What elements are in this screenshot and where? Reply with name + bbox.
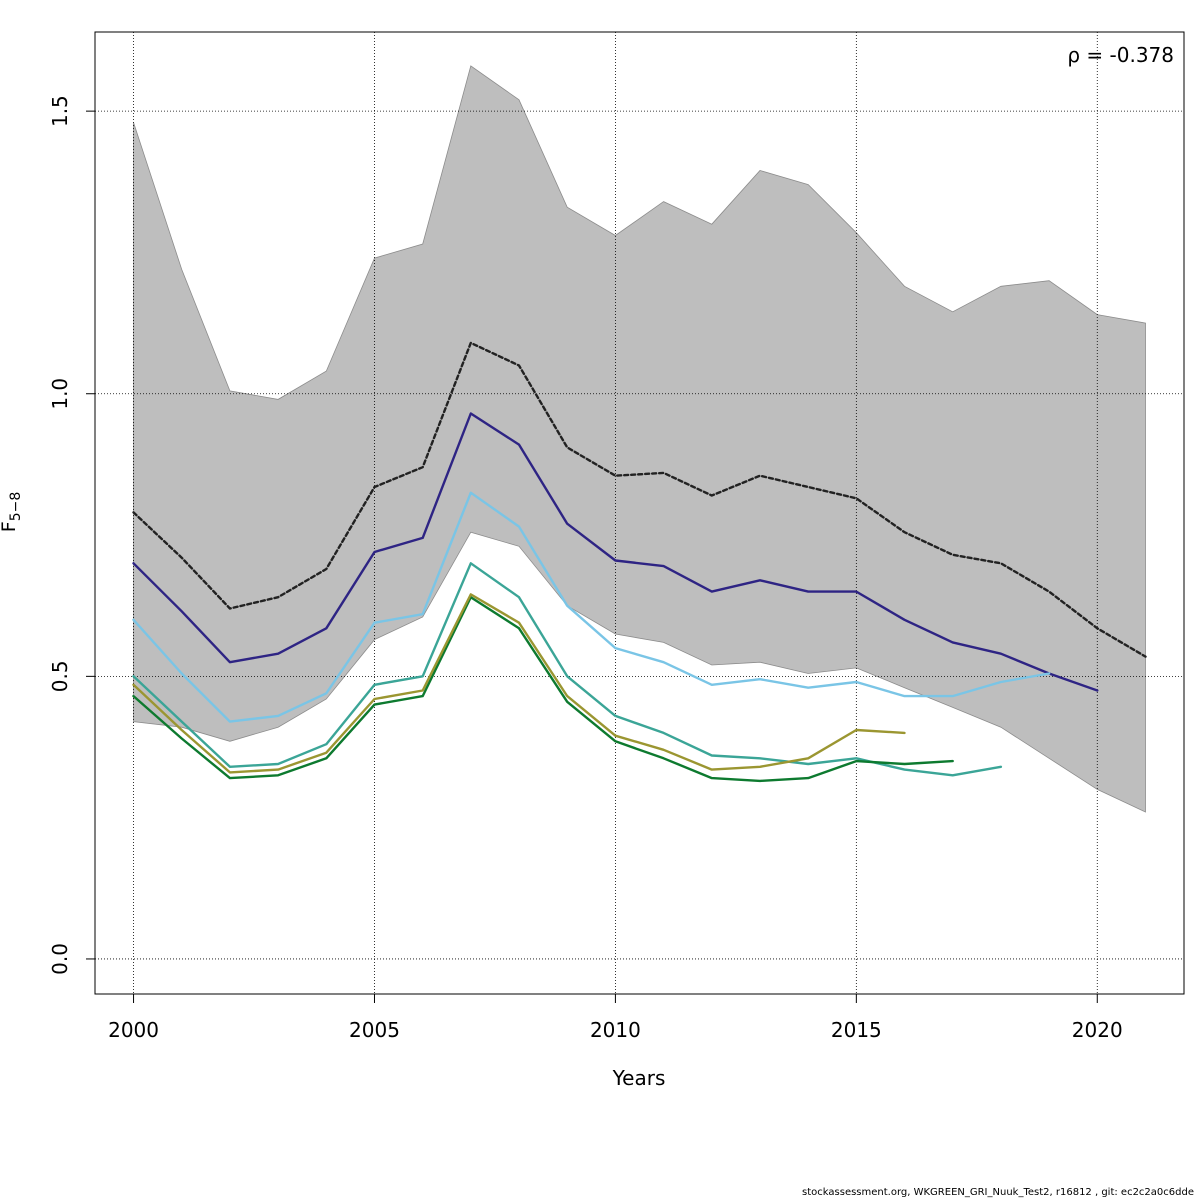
- y-tick-label: 0.0: [48, 943, 72, 975]
- series-layer: [132, 341, 1147, 783]
- confidence-band-layer: [133, 65, 1146, 813]
- svg-text:F5−8: F5−8: [0, 492, 24, 532]
- y-axis-label-subscript: 5−8: [8, 492, 24, 522]
- x-tick-label: 2020: [1072, 1018, 1123, 1042]
- series-line-2: [132, 412, 1099, 692]
- series-line-1: [132, 341, 1147, 658]
- y-axis-label: F5−8: [0, 492, 24, 532]
- series-line-3: [132, 491, 1051, 723]
- footer-credit: stockassessment.org, WKGREEN_GRI_Nuuk_Te…: [802, 1187, 1194, 1198]
- y-tick-label: 1.0: [48, 378, 72, 410]
- x-tick-label: 2015: [831, 1018, 882, 1042]
- confidence-band: [133, 65, 1146, 813]
- x-tick-label: 2005: [349, 1018, 400, 1042]
- series-line-6: [132, 593, 906, 774]
- series-line-4: [132, 562, 1003, 777]
- x-tick-label: 2000: [108, 1018, 159, 1042]
- series-line-5: [132, 596, 954, 783]
- y-tick-label: 1.5: [48, 95, 72, 127]
- axis-layer: 2000 2005 2010 2015 2020 0.0 0.5 1.0 1.5: [48, 95, 1123, 1042]
- plot-frame: [94, 31, 1185, 995]
- y-tick-label: 0.5: [48, 660, 72, 692]
- annotation-rho: ρ = -0.378: [1067, 43, 1174, 67]
- x-axis-label: Years: [612, 1066, 666, 1090]
- x-tick-label: 2010: [590, 1018, 641, 1042]
- y-axis-label-main: F: [0, 521, 20, 532]
